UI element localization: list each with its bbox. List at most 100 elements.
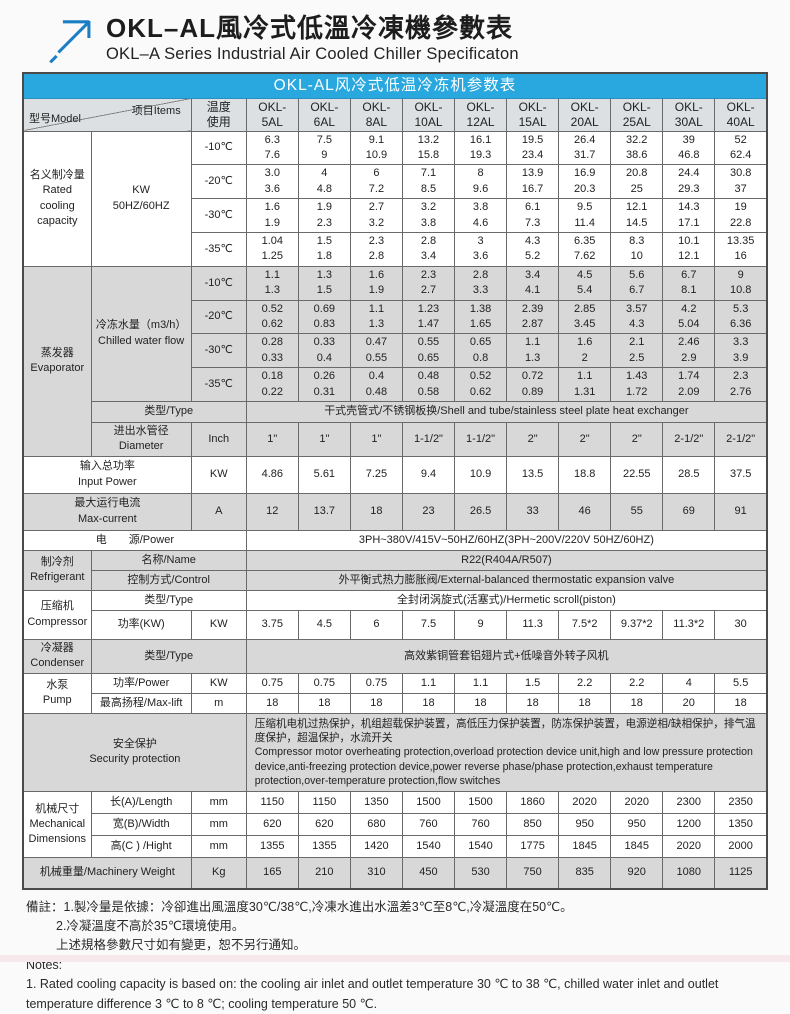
row-label-control: 控制方式/Control bbox=[90, 569, 247, 591]
row-label-max-lift: 最高扬程/Max-lift bbox=[90, 692, 192, 714]
value-cell: 1.74 2.09 bbox=[662, 367, 716, 402]
value-cell: 0.75 bbox=[245, 672, 299, 694]
value-cell: 1.1 1.3 bbox=[349, 299, 403, 335]
value-cell: 20.8 25 bbox=[610, 164, 664, 200]
value-cell: 0.48 0.58 bbox=[401, 367, 456, 402]
note-en-1: 1. Rated cooling capacity is based on: t… bbox=[26, 977, 719, 1011]
refrigerant-name-value: R22(R404A/R507) bbox=[245, 549, 768, 571]
page-title-en: OKL–A Series Industrial Air Cooled Chill… bbox=[106, 44, 519, 63]
value-cell: 680 bbox=[349, 813, 403, 837]
value-cell: 2.46 2.9 bbox=[662, 333, 716, 369]
unit-label: mm bbox=[190, 813, 247, 837]
value-cell: 1500 bbox=[401, 791, 456, 815]
value-cell: 1" bbox=[297, 421, 351, 457]
value-cell: 2020 bbox=[662, 835, 716, 859]
value-cell: 24.4 29.3 bbox=[662, 164, 716, 200]
row-label-chilled-water-flow: 冷冻水量（m3/h） Chilled water flow bbox=[90, 265, 192, 402]
value-cell: 12.1 14.5 bbox=[610, 198, 664, 234]
value-cell: 2.3 2.7 bbox=[401, 265, 456, 301]
value-cell: 4.2 5.04 bbox=[662, 299, 716, 335]
value-cell: 8 9.6 bbox=[454, 164, 508, 200]
value-cell: 1355 bbox=[297, 835, 351, 859]
unit-label: Inch bbox=[190, 421, 247, 457]
value-cell: 1775 bbox=[506, 835, 560, 859]
value-cell: 2-1/2" bbox=[714, 421, 768, 457]
value-cell: 9.4 bbox=[401, 455, 456, 494]
value-cell: 3.8 4.6 bbox=[454, 198, 508, 234]
value-cell: 1.23 1.47 bbox=[401, 299, 456, 335]
col-header-model-25al: OKL- 25AL bbox=[610, 97, 664, 132]
value-cell: 32.2 38.6 bbox=[610, 130, 664, 166]
value-cell: 8.3 10 bbox=[610, 232, 664, 267]
temp-label: -20℃ bbox=[190, 299, 247, 335]
value-cell: 1350 bbox=[349, 791, 403, 815]
row-label-machinery-weight: 机械重量/Machinery Weight bbox=[22, 857, 192, 890]
value-cell: 5.61 bbox=[297, 455, 351, 494]
value-cell: 18 bbox=[401, 692, 456, 714]
value-cell: 4.5 bbox=[297, 609, 351, 640]
row-label-security: 安全保护 Security protection bbox=[22, 712, 247, 793]
col-header-model-30al: OKL- 30AL bbox=[662, 97, 716, 132]
value-cell: 3 3.6 bbox=[454, 232, 508, 267]
value-cell: 2000 bbox=[714, 835, 768, 859]
value-cell: 1" bbox=[245, 421, 299, 457]
row-label-width: 宽(B)/Width bbox=[90, 813, 192, 837]
row-label-refrigerant-name: 名称/Name bbox=[90, 549, 247, 571]
value-cell: 2" bbox=[610, 421, 664, 457]
value-cell: 620 bbox=[297, 813, 351, 837]
value-cell: 9 10.8 bbox=[714, 265, 768, 301]
value-cell: 18 bbox=[714, 692, 768, 714]
value-cell: 0.69 0.83 bbox=[297, 299, 351, 335]
value-cell: 5.5 bbox=[714, 672, 768, 694]
row-label-cooling-capacity: 名义制冷量 Rated cooling capacity bbox=[22, 130, 92, 267]
col-header-model-12al: OKL- 12AL bbox=[454, 97, 508, 132]
value-cell: 2.2 bbox=[558, 672, 612, 694]
value-cell: 1845 bbox=[558, 835, 612, 859]
value-cell: 2.3 2.76 bbox=[714, 367, 768, 402]
value-cell: 16.9 20.3 bbox=[558, 164, 612, 200]
value-cell: 1.6 1.9 bbox=[245, 198, 299, 234]
value-cell: 7.5 bbox=[401, 609, 456, 640]
row-label-height: 高(C ) /Hight bbox=[90, 835, 192, 859]
value-cell: 165 bbox=[245, 857, 299, 890]
row-label-compressor-type: 类型/Type bbox=[90, 589, 247, 611]
value-cell: 69 bbox=[662, 492, 716, 531]
value-cell: 1.1 bbox=[454, 672, 508, 694]
row-label-pump: 水泵 Pump bbox=[22, 672, 92, 714]
value-cell: 0.65 0.8 bbox=[454, 333, 508, 369]
note-zh-1: 備註：1.製冷量是依據：冷卻進出風溫度30℃/38℃,冷凍水進出水溫差3℃至8℃… bbox=[26, 899, 573, 914]
value-cell: 0.75 bbox=[297, 672, 351, 694]
value-cell: 1.1 bbox=[401, 672, 456, 694]
value-cell: 2.39 2.87 bbox=[506, 299, 560, 335]
value-cell: 2.7 3.2 bbox=[349, 198, 403, 234]
value-cell: 9.5 11.4 bbox=[558, 198, 612, 234]
value-cell: 0.47 0.55 bbox=[349, 333, 403, 369]
value-cell: 16.1 19.3 bbox=[454, 130, 508, 166]
condenser-type-value: 高效紫铜管套铝翅片式+低噪音外转子风机 bbox=[245, 638, 768, 674]
value-cell: 4.5 5.4 bbox=[558, 265, 612, 301]
row-label-refrigerant: 制冷剂 Refrigerant bbox=[22, 549, 92, 591]
value-cell: 37.5 bbox=[714, 455, 768, 494]
value-cell: 23 bbox=[401, 492, 456, 531]
value-cell: 4 4.8 bbox=[297, 164, 351, 200]
value-cell: 2.2 bbox=[610, 672, 664, 694]
value-cell: 30 bbox=[714, 609, 768, 640]
col-header-model-5al: OKL- 5AL bbox=[245, 97, 299, 132]
value-cell: 11.3 bbox=[506, 609, 560, 640]
row-label-power-supply: 电 源/Power bbox=[22, 529, 247, 551]
value-cell: 2" bbox=[558, 421, 612, 457]
value-cell: 91 bbox=[714, 492, 768, 531]
value-cell: 5.3 6.36 bbox=[714, 299, 768, 335]
value-cell: 2.8 3.4 bbox=[401, 232, 456, 267]
unit-label: KW bbox=[190, 455, 247, 494]
value-cell: 20 bbox=[662, 692, 716, 714]
value-cell: 5.6 6.7 bbox=[610, 265, 664, 301]
col-header-model-40al: OKL- 40AL bbox=[714, 97, 768, 132]
row-label-pump-power: 功率/Power bbox=[90, 672, 192, 694]
value-cell: 1150 bbox=[297, 791, 351, 815]
temp-label: -10℃ bbox=[190, 130, 247, 166]
value-cell: 14.3 17.1 bbox=[662, 198, 716, 234]
note-zh-3: 上述規格參數尺寸如有變更，恕不另行通知。 bbox=[56, 938, 307, 953]
security-protection-value: 压缩机电机过热保护，机组超载保护装置，高低压力保护装置，防冻保护装置，电源逆相/… bbox=[245, 712, 768, 793]
value-cell: 2350 bbox=[714, 791, 768, 815]
